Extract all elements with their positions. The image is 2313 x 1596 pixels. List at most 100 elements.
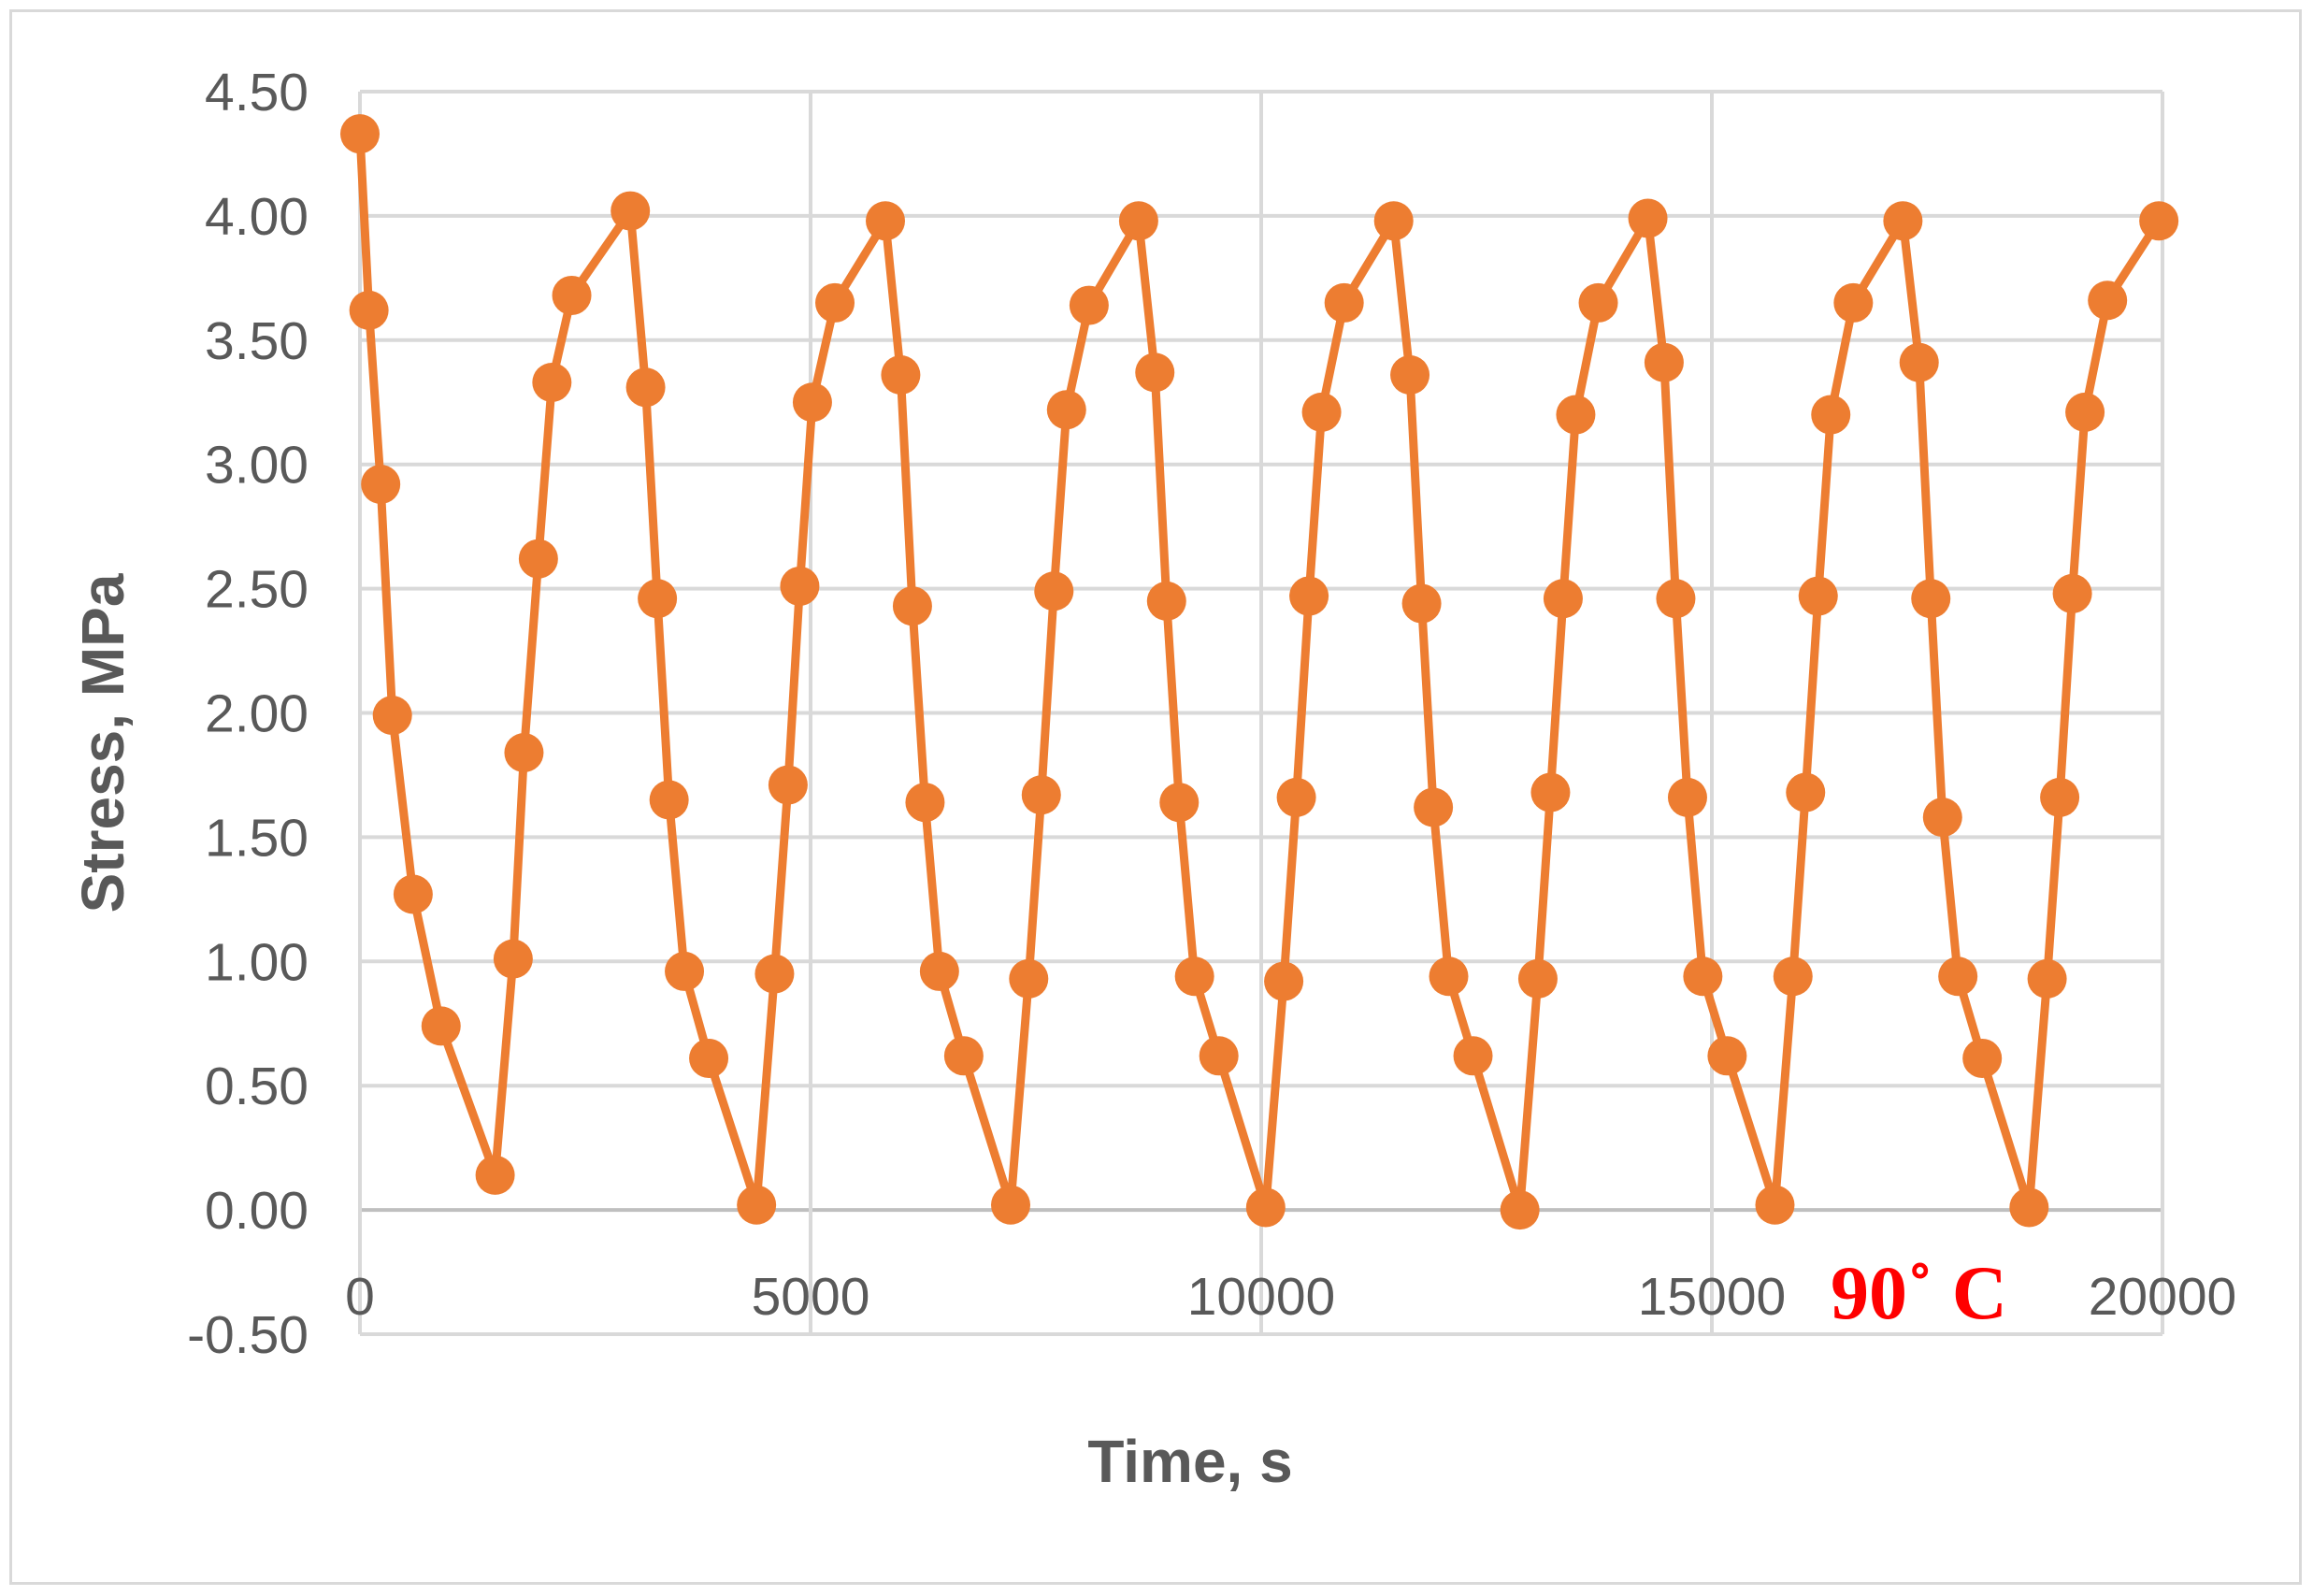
data-point — [1773, 956, 1813, 997]
data-point — [1069, 285, 1109, 325]
data-point — [792, 382, 832, 423]
data-point — [1656, 579, 1696, 619]
chart-frame — [9, 9, 2302, 1585]
data-point — [361, 464, 401, 504]
y-axis-title: Stress, MPa — [69, 573, 136, 913]
temperature-annotation: 90˚ C — [1831, 1250, 2007, 1335]
y-tick-label: 0.50 — [205, 1057, 309, 1116]
y-tick-label: -0.50 — [187, 1305, 309, 1365]
x-tick-label: 10000 — [1187, 1267, 1336, 1327]
data-point — [1453, 1036, 1493, 1076]
x-axis-title: Time, s — [1087, 1428, 1292, 1495]
tick-labels: -0.50 0.00 0.50 1.00 1.50 2.00 2.50 3.00 3.50 4.0… — [187, 63, 2236, 1365]
data-point — [2009, 1187, 2049, 1228]
x-tick-label: 5000 — [752, 1267, 870, 1327]
data-point — [1034, 571, 1074, 611]
data-point — [1390, 355, 1430, 395]
data-point — [754, 954, 795, 994]
y-tick-label: 2.50 — [205, 560, 309, 620]
data-point — [340, 114, 380, 154]
data-point — [1301, 392, 1342, 432]
data-point — [393, 874, 433, 914]
data-point — [2040, 777, 2080, 817]
data-point — [1159, 783, 1200, 823]
data-point — [1938, 956, 1978, 997]
data-point — [919, 951, 959, 991]
data-point — [493, 939, 533, 979]
data-point — [649, 780, 689, 820]
data-point — [2027, 958, 2067, 999]
data-point — [1883, 201, 1923, 241]
data-point — [638, 579, 678, 619]
data-point — [892, 586, 932, 626]
data-point — [1146, 581, 1186, 621]
data-point — [905, 783, 945, 823]
data-point — [1578, 282, 1618, 323]
data-point — [1833, 282, 1874, 323]
data-point — [881, 355, 921, 395]
y-tick-label: 3.50 — [205, 311, 309, 371]
y-tick-label: 4.00 — [205, 187, 309, 247]
y-tick-label: 1.00 — [205, 932, 309, 992]
data-point — [421, 1006, 461, 1046]
data-point — [1414, 787, 1454, 827]
data-point — [665, 951, 705, 991]
data-point — [1401, 583, 1442, 624]
data-point — [1429, 956, 1469, 997]
data-point — [1755, 1185, 1795, 1225]
data-point — [2052, 573, 2092, 613]
data-point — [1021, 775, 1061, 815]
data-point — [1707, 1036, 1747, 1076]
data-point — [1798, 576, 1838, 616]
data-point — [1500, 1190, 1540, 1230]
data-point — [1046, 390, 1086, 430]
data-point — [2088, 280, 2128, 321]
data-point — [943, 1036, 984, 1076]
data-point — [1289, 576, 1329, 616]
data-point — [815, 282, 855, 323]
data-point — [625, 367, 666, 408]
data-point — [1118, 201, 1158, 241]
y-tick-label: 0.00 — [205, 1181, 309, 1241]
data-point — [1373, 201, 1414, 241]
y-tick-label: 1.50 — [205, 808, 309, 868]
data-point — [1628, 198, 1668, 238]
data-point — [1264, 961, 1304, 1001]
data-point — [475, 1155, 515, 1195]
data-point — [1199, 1036, 1239, 1076]
data-point — [1245, 1187, 1286, 1228]
data-point — [1899, 342, 1939, 382]
data-point — [1543, 579, 1583, 619]
data-point — [1174, 956, 1214, 997]
data-point — [1556, 395, 1596, 435]
data-point — [532, 362, 572, 402]
data-point — [1517, 958, 1558, 999]
x-tick-label: 15000 — [1638, 1267, 1787, 1327]
data-point — [1644, 342, 1684, 382]
data-point — [1135, 352, 1175, 393]
data-point — [552, 275, 592, 315]
x-tick-label: 0 — [345, 1267, 375, 1327]
series-stress — [340, 114, 2179, 1230]
data-point — [518, 539, 558, 579]
data-point — [504, 733, 544, 773]
gridlines — [358, 90, 2164, 1336]
data-point — [349, 290, 389, 330]
data-point — [991, 1185, 1031, 1225]
y-tick-label: 4.50 — [205, 63, 309, 122]
data-point — [1786, 772, 1826, 812]
data-point — [1530, 772, 1571, 812]
data-point — [1276, 777, 1316, 817]
data-point — [1962, 1038, 2003, 1078]
data-point — [1922, 798, 1962, 838]
data-point — [372, 696, 412, 736]
data-point — [1667, 777, 1707, 817]
data-point — [1911, 579, 1951, 619]
data-point — [689, 1038, 729, 1078]
data-point — [737, 1185, 777, 1225]
data-point — [1009, 958, 1049, 999]
x-tick-label: 20000 — [2089, 1267, 2237, 1327]
data-point — [2139, 201, 2179, 241]
data-point — [611, 191, 651, 231]
